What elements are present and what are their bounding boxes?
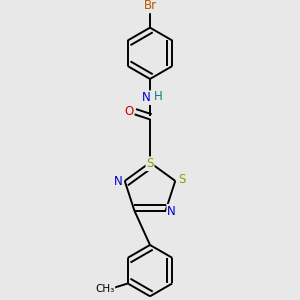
Text: Br: Br	[143, 0, 157, 12]
Text: N: N	[142, 91, 151, 104]
Text: CH₃: CH₃	[95, 284, 115, 294]
Text: H: H	[154, 90, 163, 103]
Text: N: N	[167, 205, 176, 218]
Text: S: S	[146, 157, 154, 170]
Text: O: O	[124, 105, 134, 118]
Text: N: N	[114, 175, 123, 188]
Text: S: S	[178, 173, 186, 186]
